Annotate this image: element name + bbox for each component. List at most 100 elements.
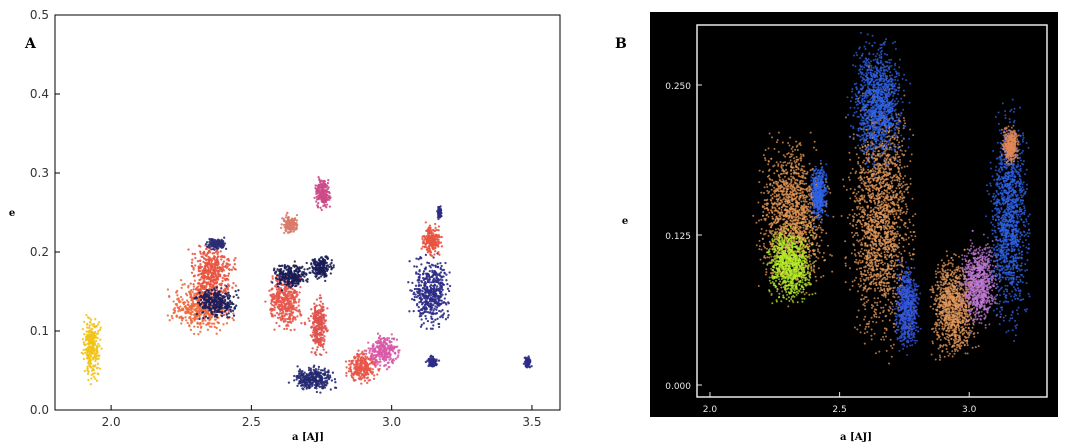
data-point bbox=[232, 312, 235, 315]
data-point bbox=[322, 179, 326, 183]
data-point bbox=[210, 296, 213, 299]
data-point bbox=[231, 309, 235, 312]
data-point bbox=[201, 282, 205, 285]
data-point bbox=[437, 282, 440, 285]
data-point bbox=[192, 266, 195, 270]
data-point bbox=[422, 270, 426, 273]
data-point bbox=[232, 318, 235, 322]
data-point bbox=[429, 287, 433, 291]
data-point bbox=[333, 386, 337, 389]
data-point bbox=[418, 275, 421, 279]
data-point bbox=[287, 307, 290, 311]
data-point bbox=[808, 214, 811, 217]
data-point bbox=[313, 257, 317, 261]
data-point bbox=[176, 294, 179, 297]
data-point bbox=[209, 276, 212, 279]
data-point bbox=[276, 297, 280, 301]
data-point bbox=[319, 371, 323, 375]
data-point bbox=[202, 314, 206, 317]
data-point bbox=[420, 318, 423, 321]
data-point bbox=[293, 374, 296, 378]
data-point bbox=[438, 210, 442, 213]
data-point bbox=[277, 292, 281, 296]
data-point bbox=[313, 310, 317, 314]
data-point bbox=[310, 325, 314, 328]
data-point bbox=[428, 232, 431, 235]
data-point bbox=[198, 278, 201, 282]
data-point bbox=[428, 224, 432, 227]
data-point bbox=[290, 266, 293, 270]
data-point bbox=[276, 282, 279, 286]
data-point bbox=[291, 219, 294, 222]
data-point bbox=[332, 264, 335, 267]
data-point bbox=[329, 388, 332, 391]
data-point bbox=[317, 376, 320, 379]
data-point bbox=[385, 368, 389, 371]
data-point bbox=[90, 330, 93, 333]
data-point bbox=[285, 327, 289, 330]
data-point bbox=[361, 376, 364, 380]
data-point bbox=[87, 340, 91, 344]
data-point bbox=[301, 372, 305, 376]
data-point bbox=[95, 350, 98, 353]
data-point bbox=[420, 323, 423, 327]
data-point bbox=[388, 341, 392, 344]
data-point bbox=[329, 263, 332, 266]
data-point bbox=[97, 329, 100, 333]
data-point bbox=[287, 276, 290, 279]
data-point bbox=[201, 305, 204, 309]
data-point bbox=[197, 333, 200, 336]
data-point bbox=[214, 303, 217, 306]
y-tick-label: 0.0 bbox=[30, 403, 49, 417]
data-point bbox=[447, 289, 451, 293]
data-point bbox=[190, 320, 193, 324]
data-point bbox=[286, 317, 289, 321]
data-point bbox=[181, 283, 184, 286]
data-point bbox=[345, 371, 348, 375]
data-point bbox=[362, 361, 366, 365]
data-point bbox=[287, 321, 291, 324]
data-point bbox=[372, 377, 376, 381]
data-point bbox=[374, 358, 377, 361]
data-point bbox=[325, 206, 328, 209]
data-point bbox=[433, 307, 436, 310]
data-point bbox=[176, 298, 179, 301]
data-point bbox=[323, 197, 326, 200]
data-point bbox=[325, 184, 328, 187]
data-point bbox=[439, 267, 442, 271]
data-point bbox=[203, 287, 206, 291]
data-point bbox=[192, 285, 196, 288]
data-point bbox=[217, 271, 220, 274]
data-point bbox=[315, 200, 318, 203]
data-point bbox=[225, 285, 228, 288]
data-point bbox=[281, 283, 285, 286]
data-point bbox=[199, 252, 202, 255]
data-point bbox=[82, 357, 86, 361]
data-point bbox=[198, 315, 201, 318]
data-point bbox=[84, 351, 87, 354]
data-point bbox=[188, 324, 191, 327]
data-point bbox=[193, 274, 196, 277]
data-point bbox=[371, 360, 374, 363]
data-point bbox=[364, 365, 367, 368]
data-point bbox=[211, 313, 214, 316]
data-point bbox=[368, 351, 371, 354]
data-point bbox=[427, 229, 430, 232]
data-point bbox=[224, 274, 227, 278]
data-point bbox=[90, 349, 93, 353]
data-point bbox=[324, 379, 327, 383]
data-point bbox=[366, 356, 369, 359]
data-point bbox=[291, 305, 295, 308]
data-point bbox=[434, 294, 437, 297]
data-point bbox=[287, 297, 291, 300]
data-point bbox=[237, 289, 240, 292]
data-point bbox=[96, 366, 99, 369]
data-point bbox=[321, 343, 325, 346]
data-point bbox=[431, 236, 434, 239]
data-point bbox=[313, 302, 316, 305]
data-point bbox=[525, 363, 528, 366]
data-point bbox=[86, 322, 89, 326]
data-point bbox=[208, 287, 211, 291]
data-point bbox=[440, 286, 444, 289]
data-point bbox=[423, 296, 427, 299]
